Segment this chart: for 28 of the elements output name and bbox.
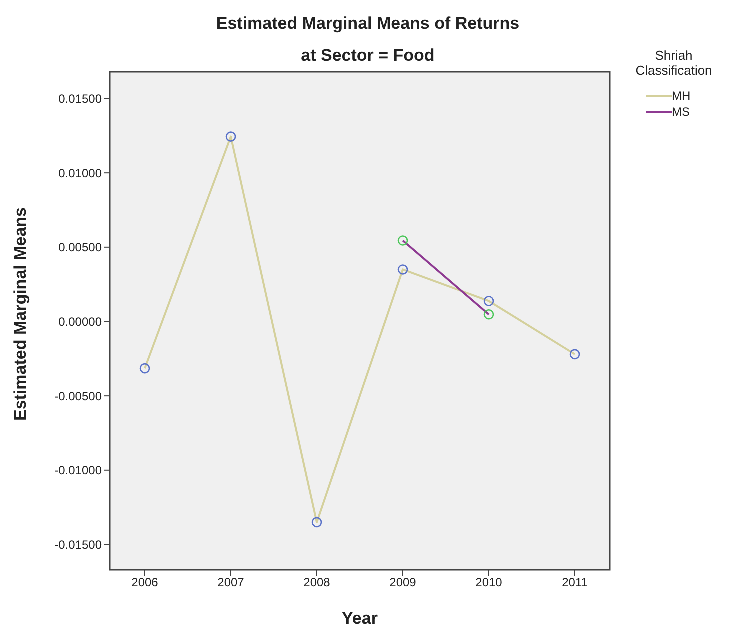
y-tick-label: -0.01500 bbox=[54, 538, 102, 552]
point bbox=[312, 517, 322, 528]
x-axis-title: Year bbox=[342, 609, 378, 628]
point bbox=[398, 236, 408, 246]
legend-label: MS bbox=[672, 105, 691, 119]
y-tick-label: 0.00500 bbox=[58, 240, 102, 255]
x-tick-label: 2007 bbox=[218, 576, 245, 590]
point bbox=[398, 264, 408, 275]
y-tick-label: 0.00000 bbox=[58, 315, 102, 330]
y-axis-title: Estimated Marginal Means bbox=[11, 207, 30, 421]
point bbox=[226, 132, 236, 142]
y-tick-label: -0.00500 bbox=[54, 389, 102, 404]
point bbox=[570, 349, 580, 360]
x-tick-label: 2008 bbox=[304, 576, 331, 590]
x-tick-label: 2009 bbox=[390, 576, 417, 590]
chart-title: Estimated Marginal Means of Returns bbox=[215, 13, 521, 35]
point bbox=[140, 363, 150, 374]
point bbox=[484, 296, 494, 306]
legend-title: Shriah Classification bbox=[634, 48, 714, 78]
point bbox=[484, 309, 494, 320]
x-tick-label: 2011 bbox=[562, 576, 588, 590]
y-tick-label: -0.01000 bbox=[54, 464, 102, 478]
chart-subtitle: at Sector = Food bbox=[300, 45, 436, 67]
x-tick-label: 2006 bbox=[132, 576, 159, 590]
x-tick-label: 2010 bbox=[476, 576, 503, 590]
legend-label: MH bbox=[672, 89, 692, 103]
y-tick-label: 0.01000 bbox=[58, 166, 102, 180]
y-tick-label: 0.01500 bbox=[58, 92, 102, 106]
